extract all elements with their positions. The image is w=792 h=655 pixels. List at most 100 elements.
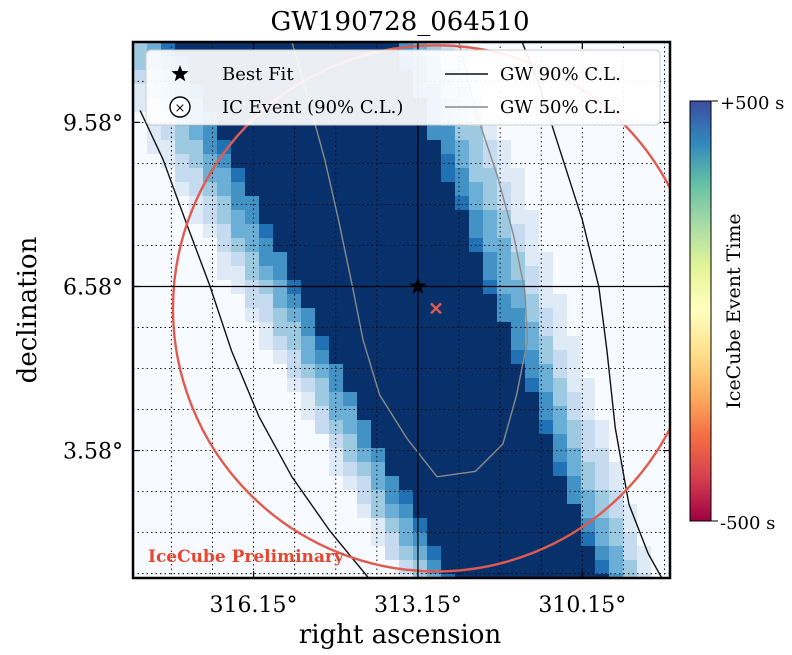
heatmap-cell <box>189 504 204 519</box>
heatmap-cell <box>483 434 498 449</box>
heatmap-cell <box>469 490 484 505</box>
legend-circle-x-icon <box>169 96 191 118</box>
heatmap-cell <box>483 532 498 547</box>
heatmap-cell <box>497 140 512 155</box>
heatmap-cell <box>161 448 176 463</box>
heatmap-cell <box>399 392 414 407</box>
heatmap-cell <box>245 238 260 253</box>
heatmap-cell <box>595 378 610 393</box>
heatmap-cell <box>315 140 330 155</box>
heatmap-cell <box>609 294 624 309</box>
heatmap-cell <box>287 532 302 547</box>
heatmap-cell <box>595 196 610 211</box>
heatmap-cell <box>441 490 456 505</box>
heatmap-cell <box>665 196 670 211</box>
heatmap-cell <box>581 182 596 197</box>
heatmap-cell <box>595 364 610 379</box>
heatmap-cell <box>455 252 470 267</box>
heatmap-cell <box>301 378 316 393</box>
heatmap-cell <box>455 378 470 393</box>
heatmap-cell <box>427 140 442 155</box>
heatmap-cell <box>455 210 470 225</box>
heatmap-cell <box>133 42 148 57</box>
heatmap-cell <box>399 420 414 435</box>
heatmap-cell <box>609 378 624 393</box>
heatmap-cell <box>189 336 204 351</box>
heatmap-cell <box>385 182 400 197</box>
heatmap-cell <box>637 448 652 463</box>
heatmap-cell <box>301 490 316 505</box>
heatmap-cell <box>623 336 638 351</box>
heatmap-cell <box>595 252 610 267</box>
heatmap-cell <box>329 140 344 155</box>
heatmap-cell <box>609 224 624 239</box>
heatmap-cell <box>301 574 316 578</box>
heatmap-cell <box>469 448 484 463</box>
heatmap-cell <box>175 420 190 435</box>
heatmap-cell <box>385 490 400 505</box>
heatmap-cell <box>413 238 428 253</box>
heatmap-cell <box>301 224 316 239</box>
heatmap-cell <box>273 140 288 155</box>
heatmap-cell <box>175 504 190 519</box>
heatmap-cell <box>581 294 596 309</box>
heatmap-cell <box>343 336 358 351</box>
heatmap-cell <box>189 322 204 337</box>
heatmap-cell <box>189 308 204 323</box>
heatmap-cell <box>133 224 148 239</box>
heatmap-cell <box>497 168 512 183</box>
heatmap-cell <box>637 378 652 393</box>
heatmap-cell <box>651 196 666 211</box>
heatmap-cell <box>567 434 582 449</box>
heatmap-cell <box>175 182 190 197</box>
heatmap-cell <box>651 182 666 197</box>
heatmap-cell <box>189 476 204 491</box>
heatmap-cell <box>483 350 498 365</box>
heatmap-cell <box>441 574 456 578</box>
heatmap-cell <box>259 364 274 379</box>
heatmap-cell <box>553 504 568 519</box>
heatmap-cell <box>441 420 456 435</box>
heatmap-cell <box>483 462 498 477</box>
heatmap-cell <box>357 406 372 421</box>
heatmap-cell <box>511 406 526 421</box>
heatmap-cell <box>133 420 148 435</box>
heatmap-cell <box>469 546 484 561</box>
heatmap-cell <box>259 322 274 337</box>
heatmap-cell <box>483 140 498 155</box>
heatmap-cell <box>203 406 218 421</box>
heatmap-cell <box>133 364 148 379</box>
heatmap-cell <box>567 476 582 491</box>
heatmap-cell <box>399 336 414 351</box>
heatmap-cell <box>539 574 554 578</box>
heatmap-cell <box>329 406 344 421</box>
heatmap-cell <box>175 126 190 141</box>
heatmap-cell <box>539 140 554 155</box>
heatmap-cell <box>637 308 652 323</box>
heatmap-cell <box>497 350 512 365</box>
heatmap-cell <box>329 420 344 435</box>
heatmap-cell <box>609 266 624 281</box>
heatmap-cell <box>441 266 456 281</box>
heatmap-cell <box>441 126 456 141</box>
heatmap-cell <box>203 574 218 578</box>
heatmap-cell <box>567 364 582 379</box>
heatmap-cell <box>245 378 260 393</box>
heatmap-cell <box>189 518 204 533</box>
heatmap-cell <box>539 490 554 505</box>
heatmap-cell <box>161 140 176 155</box>
heatmap-cell <box>637 490 652 505</box>
heatmap-cell <box>301 504 316 519</box>
heatmap-cell <box>245 140 260 155</box>
heatmap-cell <box>371 322 386 337</box>
heatmap-cell <box>511 336 526 351</box>
heatmap-cell <box>315 392 330 407</box>
heatmap-cell <box>455 406 470 421</box>
heatmap-cell <box>581 420 596 435</box>
heatmap-cell <box>203 448 218 463</box>
heatmap-cell <box>567 168 582 183</box>
heatmap-cell <box>651 224 666 239</box>
heatmap-cell <box>301 280 316 295</box>
heatmap-cell <box>595 420 610 435</box>
heatmap-cell <box>315 378 330 393</box>
